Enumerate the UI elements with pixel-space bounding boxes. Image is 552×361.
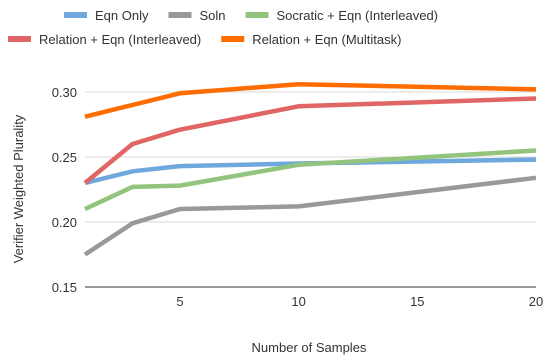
x-tick-label: 15 <box>410 294 424 309</box>
x-tick-label: 10 <box>291 294 305 309</box>
legend-label: Soln <box>199 8 225 23</box>
series-line <box>84 81 537 119</box>
legend-item: Relation + Eqn (Multitask) <box>221 32 401 47</box>
legend-swatch <box>64 12 87 18</box>
y-tick-label: 0.30 <box>52 85 77 100</box>
legend-label: Relation + Eqn (Interleaved) <box>39 32 201 47</box>
series-lines <box>83 81 537 257</box>
y-tick-label: 0.20 <box>52 215 77 230</box>
x-axis-ticks: 5 10 15 20 <box>176 294 543 309</box>
series-line <box>83 96 537 185</box>
legend-swatch <box>221 36 245 42</box>
legend-swatch <box>168 12 192 18</box>
y-tick-label: 0.25 <box>52 150 77 165</box>
legend-item: Soln <box>168 8 226 23</box>
y-axis-label: Verifier Weighted Plurality <box>11 114 26 263</box>
series-line <box>83 175 537 257</box>
series-line <box>84 148 537 212</box>
legend-swatch <box>8 36 31 42</box>
legend-label: Relation + Eqn (Multitask) <box>252 32 401 47</box>
x-tick-label: 5 <box>176 294 183 309</box>
gridlines <box>85 91 536 223</box>
legend: Eqn Only Soln Socratic + Eqn (Interleaved)… <box>8 8 438 47</box>
y-axis-ticks: 0.15 0.20 0.25 0.30 <box>52 85 77 295</box>
x-tick-label: 20 <box>529 294 543 309</box>
legend-item: Relation + Eqn (Interleaved) <box>8 32 201 47</box>
legend-item: Eqn Only <box>64 8 149 23</box>
legend-swatch <box>245 12 269 18</box>
legend-item: Socratic + Eqn (Interleaved) <box>245 8 439 23</box>
y-tick-label: 0.15 <box>52 280 77 295</box>
legend-label: Eqn Only <box>95 8 149 23</box>
x-axis-label: Number of Samples <box>252 340 367 355</box>
legend-label: Socratic + Eqn (Interleaved) <box>277 8 439 23</box>
